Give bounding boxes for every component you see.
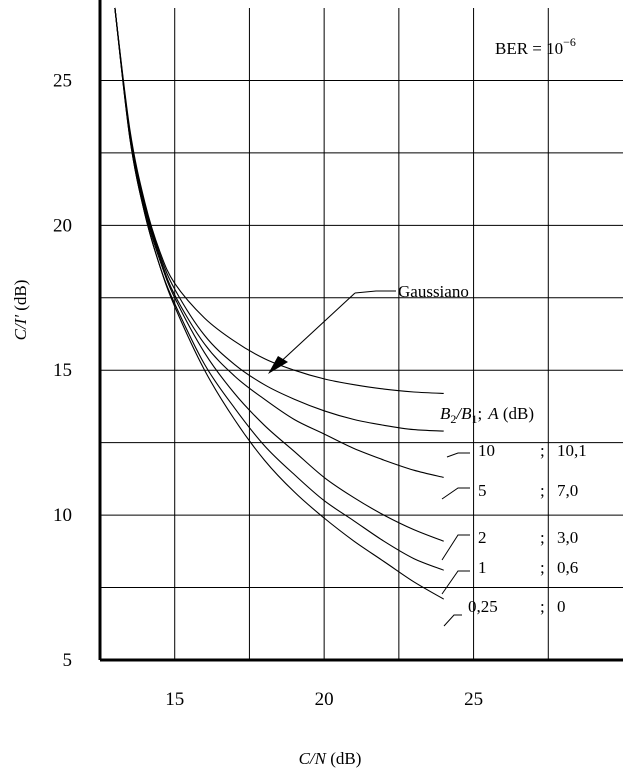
legend-a-1: 0,6 — [557, 558, 578, 577]
series-line-0 — [114, 7, 444, 394]
legend-a-025: 0 — [557, 597, 566, 616]
x-tick-label: 25 — [464, 689, 483, 710]
grid — [100, 8, 623, 660]
leader-2 — [441, 534, 470, 561]
series-line-1 — [114, 7, 444, 432]
legend-sep: ; — [540, 481, 545, 500]
legend: 10 ; 10,1 5 ; 7,0 2 ; 3,0 1 ; 0,6 0,25 ;… — [468, 441, 587, 616]
plot-frame — [98, 0, 623, 662]
legend-sep: ; — [540, 558, 545, 577]
y-tick-label: 15 — [53, 360, 72, 381]
leader-1 — [441, 570, 470, 595]
x-tick-label: 15 — [165, 689, 184, 710]
y-axis-title: C/I' (dB) — [11, 280, 30, 341]
leader-5 — [441, 487, 470, 500]
gaussian-arrowhead — [268, 356, 288, 374]
y-tick-label: 20 — [53, 215, 72, 236]
legend-ratio-10: 10 — [478, 441, 495, 460]
y-tick-label: 5 — [63, 650, 73, 671]
legend-ratio-025: 0,25 — [468, 597, 498, 616]
ber-annotation: BER = 10−6 — [495, 35, 576, 58]
legend-ratio-5: 5 — [478, 481, 487, 500]
legend-sep: ; — [540, 441, 545, 460]
leader-10 — [446, 452, 470, 458]
gaussian-arrow — [274, 292, 356, 368]
series-line-4 — [114, 7, 444, 571]
tick-labels: 15 20 25 5 10 15 20 25 — [53, 70, 483, 710]
series-line-3 — [114, 7, 444, 542]
series-line-5 — [114, 7, 444, 600]
curves — [114, 7, 444, 600]
series-line-2 — [114, 7, 444, 478]
legend-leaders — [441, 452, 470, 627]
legend-ratio-2: 2 — [478, 528, 487, 547]
legend-header: B2/B1; A (dB) — [440, 404, 534, 426]
legend-a-5: 7,0 — [557, 481, 578, 500]
x-tick-label: 20 — [315, 689, 334, 710]
legend-sep: ; — [540, 597, 545, 616]
y-tick-label: 10 — [53, 505, 72, 526]
legend-sep: ; — [540, 528, 545, 547]
y-tick-label: 25 — [53, 70, 72, 91]
gaussian-label-leader — [354, 290, 396, 294]
legend-a-10: 10,1 — [557, 441, 587, 460]
legend-ratio-1: 1 — [478, 558, 487, 577]
gaussian-label: Gaussiano — [398, 282, 469, 301]
x-axis-title: C/N (dB) — [299, 749, 362, 768]
leader-025 — [443, 614, 462, 627]
legend-a-2: 3,0 — [557, 528, 578, 547]
